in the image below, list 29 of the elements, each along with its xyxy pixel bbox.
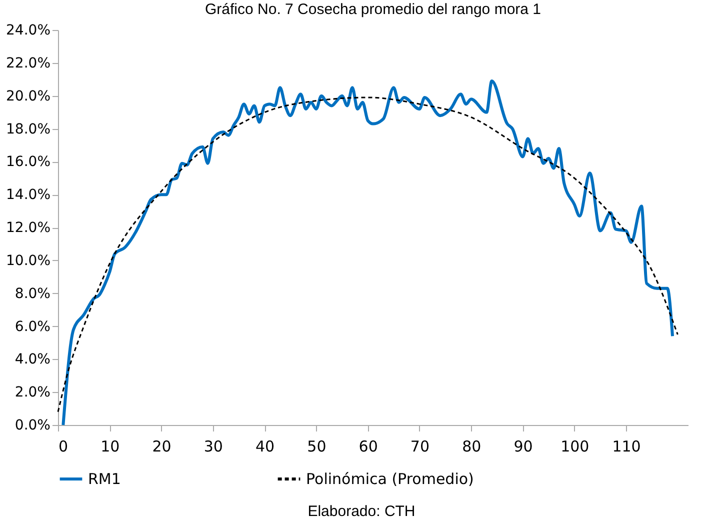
- y-tick-label: 4.0%: [14, 352, 50, 368]
- x-tick-label: 10: [100, 438, 120, 456]
- x-tick-label: 50: [307, 438, 326, 456]
- y-tick-label: 20.0%: [6, 88, 50, 104]
- y-tick-label: 2.0%: [14, 384, 50, 401]
- y-tick-label: 22.0%: [6, 55, 50, 72]
- legend-label: Polinómica (Promedio): [306, 470, 474, 488]
- chart-title: Gráfico No. 7 Cosecha promedio del rango mora 1: [204, 1, 542, 18]
- y-tick-label: 6.0%: [14, 318, 50, 335]
- x-tick-label: 80: [462, 438, 482, 456]
- text: Elaborado: CTH: [306, 503, 416, 520]
- x-tick-label: 100: [560, 438, 590, 456]
- x-tick-label: 0: [58, 438, 68, 456]
- x-tick-label: 90: [514, 438, 533, 456]
- x-tick-label: 30: [204, 438, 223, 456]
- y-tick-label: 8.0%: [14, 286, 50, 302]
- y-tick-label: 18.0%: [6, 121, 50, 138]
- y-tick-label: 10.0%: [6, 252, 50, 269]
- y-tick-label: 16.0%: [6, 154, 50, 170]
- legend-label: RM1: [88, 470, 121, 488]
- x-tick-label: 70: [410, 438, 430, 456]
- y-tick-label: 0.0%: [14, 418, 50, 434]
- y-tick-label: 12.0%: [6, 220, 50, 236]
- x-tick-label: 110: [612, 438, 641, 456]
- x-tick-label: 20: [152, 438, 172, 456]
- x-tick-label: 60: [358, 438, 378, 456]
- x-tick-label: 40: [256, 438, 275, 456]
- y-tick-label: 24.0%: [6, 22, 50, 38]
- y-tick-label: 14.0%: [6, 187, 50, 204]
